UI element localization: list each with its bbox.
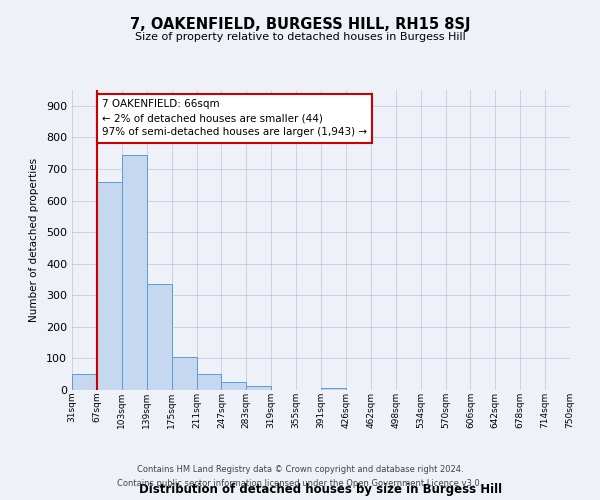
Bar bbox=[247, 386, 271, 390]
Text: Contains HM Land Registry data © Crown copyright and database right 2024.
Contai: Contains HM Land Registry data © Crown c… bbox=[118, 466, 482, 487]
X-axis label: Distribution of detached houses by size in Burgess Hill: Distribution of detached houses by size … bbox=[139, 484, 503, 496]
Text: 7 OAKENFIELD: 66sqm
← 2% of detached houses are smaller (44)
97% of semi-detache: 7 OAKENFIELD: 66sqm ← 2% of detached hou… bbox=[102, 100, 367, 138]
Y-axis label: Number of detached properties: Number of detached properties bbox=[29, 158, 39, 322]
Bar bbox=[97, 182, 122, 390]
Bar bbox=[221, 382, 247, 390]
Text: Size of property relative to detached houses in Burgess Hill: Size of property relative to detached ho… bbox=[134, 32, 466, 42]
Text: 7, OAKENFIELD, BURGESS HILL, RH15 8SJ: 7, OAKENFIELD, BURGESS HILL, RH15 8SJ bbox=[130, 18, 470, 32]
Bar bbox=[172, 357, 197, 390]
Bar bbox=[122, 154, 147, 390]
Bar bbox=[321, 388, 346, 390]
Bar bbox=[72, 374, 97, 390]
Bar bbox=[146, 284, 172, 390]
Bar bbox=[197, 374, 221, 390]
